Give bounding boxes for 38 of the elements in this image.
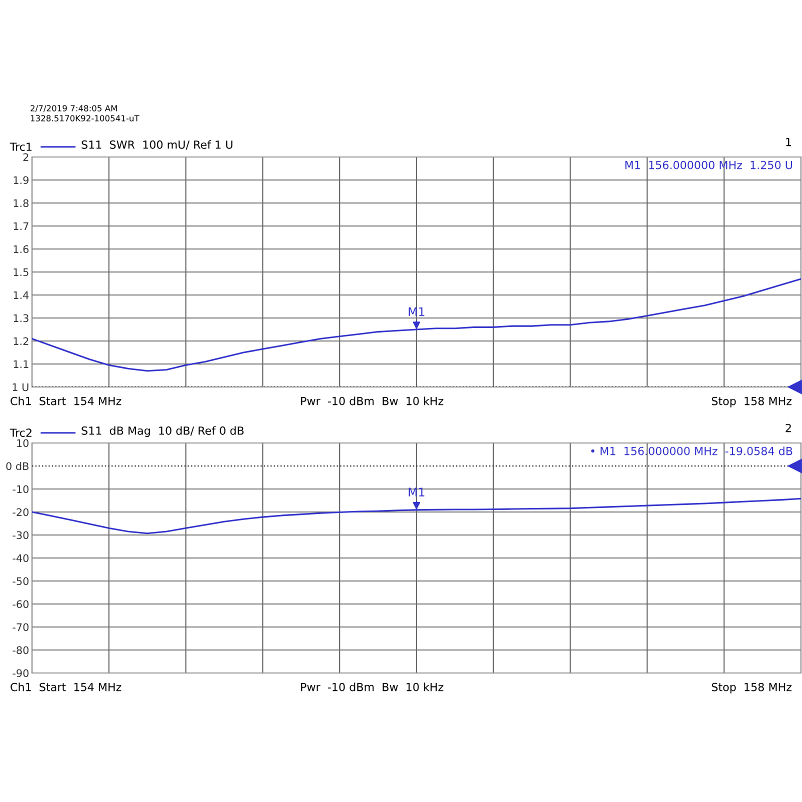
y-tick-label: -70 [12, 623, 29, 632]
y-tick-label: -20 [12, 508, 29, 516]
y-tick-label: 1.7 [14, 222, 28, 230]
text: Ch1 Start 154 MHz [10, 396, 122, 406]
text: Pwr -10 dBm Bw 10 kHz [301, 396, 444, 406]
y-tick-label: 10 [17, 439, 29, 448]
y-tick-label: 2 [23, 153, 28, 161]
y-tick-label: 0 dB [6, 462, 28, 470]
y-tick-label: -40 [12, 554, 29, 562]
y-tick-label: 1.9 [14, 176, 28, 184]
y-tick-label: 1.5 [14, 268, 28, 276]
text: 2 [786, 424, 791, 432]
line-series [32, 278, 801, 372]
text: Pwr -10 dBm Bw 10 kHz [301, 682, 444, 692]
legend-label: Trc1 [10, 142, 32, 151]
y-tick-label: -90 [12, 669, 29, 678]
y-tick-label: 1.2 [14, 337, 28, 345]
y-tick-label: -50 [12, 577, 29, 586]
y-tick-label: 1.1 [14, 360, 28, 368]
y-tick-label: -30 [12, 531, 29, 540]
y-tick-label: 1.4 [14, 291, 29, 299]
text: Stop 158 MHz [712, 396, 792, 408]
y-tick-label: -60 [12, 600, 29, 608]
legend-label: Trc2 [10, 428, 32, 437]
y-tick-label: 1.8 [14, 199, 29, 208]
text: Stop 158 MHz [712, 682, 792, 694]
chart-title: S11 SWR 100 mU/ Ref 1 U [82, 140, 232, 150]
text: Ch1 Start 154 MHz [10, 682, 122, 692]
y-tick-label: -10 [12, 485, 29, 494]
y-tick-label: -80 [12, 646, 29, 654]
y-tick-label: 1.6 [14, 245, 29, 254]
text: 1328.5170K92-100541-uT [30, 115, 140, 122]
y-tick-label: 1 U [12, 383, 28, 392]
y-tick-label: 1.3 [14, 314, 28, 322]
line-series [32, 498, 801, 534]
text: 2/7/2019 7:48:05 AM [30, 105, 117, 112]
text: 1 [786, 138, 791, 146]
chart-title: S11 dB Mag 10 dB/ Ref 0 dB [82, 426, 244, 437]
